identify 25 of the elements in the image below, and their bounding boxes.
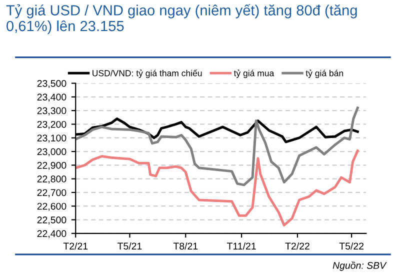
y-tick-label: 22,900 — [37, 162, 66, 170]
y-tick-label: 22,500 — [37, 216, 66, 225]
x-tick-label: T5/21 — [118, 242, 142, 250]
chart-title: Tỷ giá USD / VND giao ngay (niêm yết) tăng 80đ (tăng 0,61%) lên 23.155 — [6, 4, 357, 34]
legend-label: tỷ giá bán — [306, 70, 344, 78]
text: Nguồn: SBV — [332, 261, 387, 271]
line-series — [76, 106, 359, 186]
x-tick-label: T11/21 — [227, 242, 256, 250]
y-tick-label: 23,200 — [37, 120, 66, 129]
x-tick-label: T8/21 — [173, 242, 198, 250]
x-tick-label: T5/22 — [339, 242, 364, 250]
y-tick-label: 23,300 — [37, 107, 66, 116]
y-tick-label: 22,400 — [37, 230, 66, 238]
y-tick-label: 22,800 — [37, 176, 66, 184]
y-tick-label: 22,700 — [37, 189, 66, 198]
x-tick-label: T2/21 — [63, 242, 88, 250]
y-tick-label: 23,400 — [37, 94, 66, 102]
y-tick-label: 22,600 — [37, 202, 66, 211]
legend-label: tỷ giá mua — [234, 70, 274, 78]
legend-label: USD/VND: tỷ giá tham chiếu — [92, 69, 202, 78]
line-series — [76, 150, 359, 226]
y-tick-label: 23,500 — [37, 80, 66, 88]
y-tick-label: 23,000 — [37, 148, 66, 156]
y-tick-label: 23,100 — [37, 134, 66, 143]
x-tick-label: T2/22 — [285, 242, 310, 250]
